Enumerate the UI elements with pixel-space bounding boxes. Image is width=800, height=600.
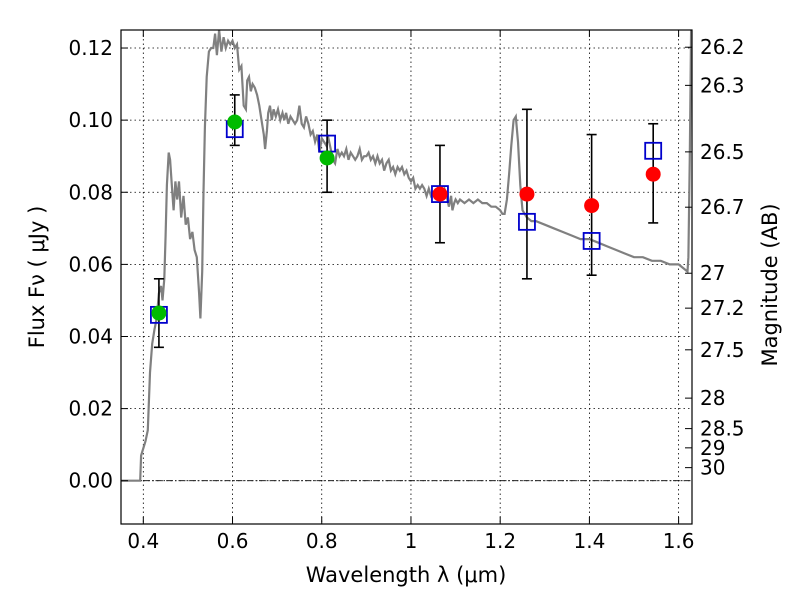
model-square-marker [431,185,449,203]
y-axis-label: Flux Fν ( μJy ) [25,206,49,349]
y-tick-label: 0.06 [68,252,113,276]
y-tick-label: 0.08 [68,180,113,204]
spectrum-line [121,30,692,482]
y-tick-label: 0.04 [68,324,113,348]
mag-tick-label: 26.5 [700,140,745,164]
y-tick-label: 0.10 [68,108,113,132]
mag-tick-label: 28.5 [700,417,745,441]
right-axis-label: Magnitude (AB) [758,203,782,366]
mag-tick-label: 26.7 [700,195,745,219]
model-square-marker [644,141,663,160]
mag-tick-label: 27 [700,261,725,285]
plot-area [121,30,692,482]
observed-circle-marker [432,186,448,202]
observed-circle-marker [151,305,167,321]
mag-tick-label: 29 [700,436,725,460]
mag-tick-label: 26.3 [700,73,745,97]
x-tick-label: 1.6 [663,529,695,553]
mag-tick-label: 28 [700,386,725,410]
observed-circle-marker [519,186,535,202]
x-tick-label: 0.6 [217,529,249,553]
x-axis-label: Wavelength λ (μm) [306,563,507,587]
observed-circle-marker [584,198,600,214]
plot-frame [120,29,693,525]
x-tick-label: 0.8 [306,529,338,553]
observed-circle-marker [319,150,335,166]
x-tick-label: 1.4 [573,529,605,553]
observed-circle-marker [645,166,661,182]
observed-circle-marker [227,114,243,130]
mag-tick-label: 27.5 [700,338,745,362]
y-tick-label: 0.02 [68,397,113,421]
mag-tick-label: 27.2 [700,296,745,320]
y-tick-label: 0.12 [68,36,113,60]
x-tick-label: 1.2 [484,529,516,553]
y-tick-label: 0.00 [68,469,113,493]
model-square-marker [518,212,536,231]
model-square-marker [582,232,601,250]
mag-tick-label: 26.2 [700,35,745,59]
axis-ticks: 0.4 0.6 0.8 1 1.2 1.4 1.6 0.00 0.02 0.04 0.06 0.08 0… [68,30,745,553]
x-tick-label: 0.4 [127,529,159,553]
mag-tick-label: 30 [700,456,725,480]
x-tick-label: 1 [405,529,418,553]
